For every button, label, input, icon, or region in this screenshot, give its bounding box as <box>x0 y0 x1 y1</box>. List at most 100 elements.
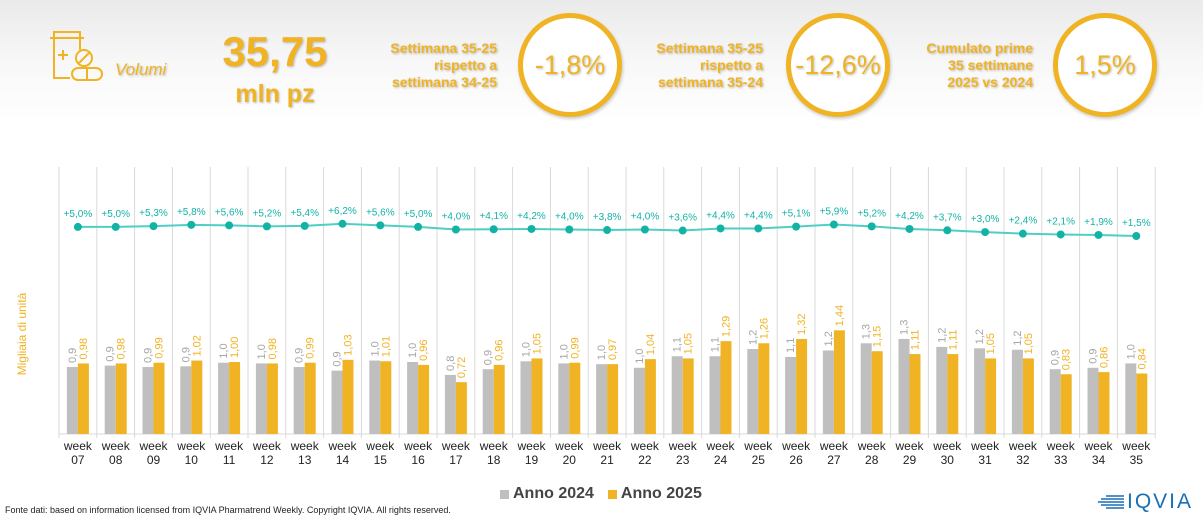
bar-label-2025: 1,15 <box>872 326 884 347</box>
bar-label-2024: 1,2 <box>747 330 759 345</box>
bar-2024-week-23 <box>671 356 683 434</box>
growth-label: +5,2% <box>857 208 886 219</box>
x-tick-label: week <box>592 439 622 453</box>
growth-point <box>73 222 82 231</box>
bar-2025-week-08 <box>115 363 127 434</box>
x-tick-label: 35 <box>1130 453 1144 467</box>
comparison-label-line: rispetto a <box>433 57 497 73</box>
bar-2025-week-26 <box>796 338 808 434</box>
growth-label: +4,0% <box>442 212 471 223</box>
growth-point <box>376 221 385 230</box>
bar-2024-week-30 <box>936 346 948 434</box>
bar-label-2025: 1,05 <box>683 333 695 354</box>
bar-label-2025: 1,44 <box>834 305 846 326</box>
x-tick-label: week <box>441 439 471 453</box>
bar-label-2024: 1,1 <box>785 338 797 353</box>
bars <box>66 330 1148 434</box>
legend-label-2025: Anno 2025 <box>620 485 702 502</box>
x-tick-label: week <box>516 439 546 453</box>
bar-2025-week-21 <box>607 364 619 434</box>
comparison-label-line: Settimana 35-25 <box>390 40 497 56</box>
bar-2024-week-17 <box>444 374 456 434</box>
bar-2025-week-09 <box>153 362 165 434</box>
x-tick-label: 31 <box>978 453 992 467</box>
growth-point <box>111 222 120 231</box>
bar-label-2024: 1,0 <box>558 344 570 359</box>
bar-label-2025: 1,05 <box>532 333 544 354</box>
bar-2025-week-27 <box>833 330 845 434</box>
bar-label-2025: 1,04 <box>645 334 657 355</box>
bar-label-2025: 1,02 <box>191 335 203 356</box>
x-tick-label: week <box>63 439 93 453</box>
x-tick-label: 29 <box>903 453 917 467</box>
x-tick-label: 15 <box>374 453 388 467</box>
comparison-circle-week-vs-prev-year: -12,6% <box>786 13 890 117</box>
x-tick-label: 21 <box>600 453 614 467</box>
bar-2025-week-33 <box>1060 374 1072 434</box>
bar-2024-week-12 <box>255 363 267 434</box>
growth-point <box>716 224 725 233</box>
growth-label: +1,9% <box>1084 217 1113 228</box>
bar-2025-week-14 <box>342 359 354 434</box>
bar-label-2024: 1,0 <box>218 343 230 358</box>
growth-label: +4,4% <box>744 210 773 221</box>
bar-2025-week-23 <box>682 358 694 434</box>
growth-label: +5,0% <box>404 209 433 220</box>
comparison-label-line: settimana 34-25 <box>391 74 497 90</box>
bar-labels: 0,9 0,98 0,9 0,98 0,9 0,99 0,9 1,02 1,0 1,00 1,0 0,… <box>67 305 1148 378</box>
x-tick-label: week <box>365 439 395 453</box>
bar-label-2024: 1,3 <box>861 324 873 339</box>
growth-point <box>792 222 801 231</box>
growth-label: +4,0% <box>555 212 584 223</box>
legend-item-2024: Anno 2024 <box>500 485 594 503</box>
growth-point <box>867 222 876 231</box>
bar-label-2025: 0,96 <box>418 339 430 360</box>
x-tick-label: 28 <box>865 453 879 467</box>
growth-label: +1,5% <box>1122 218 1151 229</box>
bar-2025-week-24 <box>720 341 732 434</box>
x-tick-label: 19 <box>525 453 539 467</box>
bar-2025-week-10 <box>191 360 203 434</box>
growth-label: +2,4% <box>1009 216 1038 227</box>
bar-2025-week-34 <box>1098 372 1110 434</box>
x-tick-label: week <box>554 439 584 453</box>
bar-label-2025: 0,98 <box>267 338 279 359</box>
bar-2025-week-28 <box>871 351 883 434</box>
kpi-label: Volumi <box>115 60 167 79</box>
bar-label-2025: 0,84 <box>1136 348 1148 369</box>
bar-2025-week-20 <box>569 362 581 434</box>
bar-label-2024: 1,3 <box>899 320 911 335</box>
x-tick-label: week <box>668 439 698 453</box>
growth-point <box>262 222 271 231</box>
x-tick-label: week <box>970 439 1000 453</box>
comparison-label-week-vs-prev-year: Settimana 35-25 rispetto a settimana 35-… <box>613 40 763 91</box>
bar-2024-week-11 <box>218 362 230 434</box>
bar-label-2025: 0,98 <box>116 338 128 359</box>
growth-label: +3,0% <box>971 214 1000 225</box>
bar-label-2025: 0,99 <box>569 337 581 358</box>
bar-label-2024: 1,0 <box>634 348 646 363</box>
growth-label: +2,1% <box>1046 216 1075 227</box>
legend: Anno 2024 Anno 2025 <box>500 485 702 503</box>
bar-2024-week-31 <box>974 348 986 434</box>
growth-label: +4,0% <box>631 212 660 223</box>
bar-2024-week-34 <box>1087 367 1099 434</box>
bar-2024-week-07 <box>66 367 78 434</box>
growth-point <box>338 219 347 228</box>
bar-2024-week-27 <box>822 350 834 434</box>
bar-2025-week-29 <box>909 354 921 434</box>
growth-point <box>754 224 763 233</box>
growth-label: +4,2% <box>517 211 546 222</box>
bar-label-2025: 0,83 <box>1061 349 1073 370</box>
growth-label: +5,0% <box>64 209 93 220</box>
growth-point <box>149 222 158 231</box>
comparison-label-cumulative: Cumulato prime 35 settimane 2025 vs 2024 <box>883 40 1033 91</box>
bar-label-2025: 0,72 <box>456 357 468 378</box>
bar-2024-week-09 <box>142 367 154 434</box>
x-tick-label: 13 <box>298 453 312 467</box>
growth-label: +5,6% <box>215 207 244 218</box>
bar-label-2025: 1,26 <box>758 318 770 339</box>
growth-point <box>678 226 687 235</box>
bar-2024-week-24 <box>709 356 721 434</box>
bar-label-2024: 0,9 <box>1050 350 1062 365</box>
